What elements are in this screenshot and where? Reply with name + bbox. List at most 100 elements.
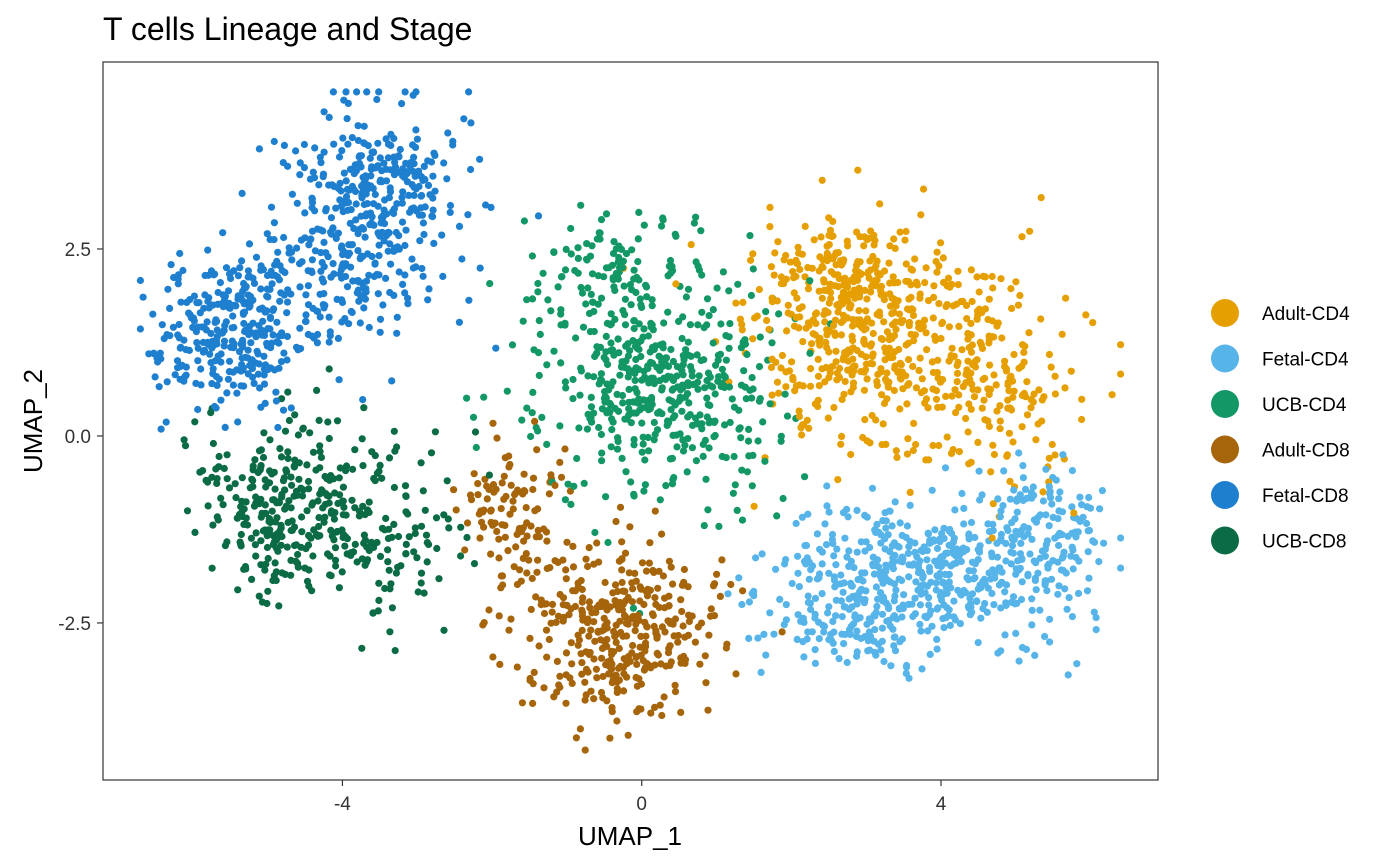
data-point — [569, 375, 577, 384]
data-point — [561, 496, 570, 504]
data-point — [768, 391, 776, 399]
data-point — [878, 624, 887, 632]
data-point — [263, 285, 271, 293]
data-point — [569, 587, 577, 595]
data-point — [578, 585, 586, 594]
data-point — [626, 523, 634, 531]
data-point — [410, 153, 418, 161]
data-point — [794, 260, 802, 268]
data-point — [1073, 660, 1081, 668]
data-point — [576, 725, 585, 733]
data-point — [625, 385, 633, 393]
data-point — [201, 291, 209, 299]
data-point — [911, 594, 919, 602]
data-point — [754, 634, 762, 642]
data-point — [637, 301, 645, 309]
data-point — [786, 258, 794, 266]
data-point — [1070, 509, 1078, 517]
data-point — [469, 413, 478, 421]
data-point — [1007, 598, 1016, 606]
data-point — [681, 441, 689, 449]
data-point — [919, 185, 928, 193]
data-point — [164, 285, 172, 293]
data-point — [857, 538, 865, 546]
data-point — [886, 578, 894, 586]
data-point — [795, 412, 804, 421]
data-point — [1085, 574, 1093, 582]
data-point — [262, 509, 270, 517]
data-point — [914, 560, 923, 568]
data-point — [738, 516, 747, 524]
legend-label: UCB-CD8 — [1262, 532, 1346, 553]
data-point — [607, 443, 615, 451]
data-point — [619, 399, 627, 407]
data-point — [266, 313, 274, 321]
data-point — [455, 222, 464, 230]
data-point — [794, 569, 802, 577]
data-point — [430, 239, 438, 247]
data-point — [584, 372, 592, 380]
legend-label: Fetal-CD4 — [1262, 350, 1349, 371]
data-point — [385, 566, 393, 574]
data-point — [358, 182, 366, 190]
data-point — [1078, 501, 1086, 509]
data-point — [300, 164, 308, 172]
data-point — [256, 384, 264, 392]
data-point — [1012, 527, 1020, 536]
data-point — [835, 303, 843, 311]
data-point — [280, 349, 288, 357]
data-point — [578, 612, 587, 620]
data-point — [262, 307, 271, 315]
data-point — [864, 647, 872, 655]
data-point — [1063, 605, 1071, 613]
data-point — [785, 367, 794, 375]
data-point — [398, 193, 406, 201]
data-point — [955, 551, 964, 559]
data-point — [472, 443, 480, 452]
data-point — [721, 421, 729, 429]
data-point — [192, 379, 200, 387]
data-point — [355, 225, 363, 234]
data-point — [792, 519, 800, 528]
data-point — [528, 252, 537, 260]
data-point — [392, 569, 400, 577]
data-point — [989, 500, 997, 508]
data-point — [411, 529, 419, 538]
data-point — [513, 486, 522, 494]
data-point — [384, 247, 392, 255]
data-point — [933, 635, 941, 644]
data-point — [691, 638, 700, 646]
data-point — [991, 569, 999, 578]
data-point — [601, 603, 609, 611]
data-point — [623, 632, 631, 640]
data-point — [934, 403, 942, 411]
data-point — [247, 339, 255, 347]
data-point — [653, 426, 662, 434]
data-point — [835, 275, 843, 283]
data-point — [237, 503, 245, 511]
data-point — [299, 424, 307, 432]
data-point — [512, 543, 520, 551]
data-point — [955, 448, 964, 456]
data-point — [983, 608, 991, 616]
data-point — [602, 332, 610, 340]
data-point — [943, 433, 951, 441]
data-point — [725, 383, 734, 391]
data-point — [1038, 396, 1046, 404]
data-point — [912, 384, 921, 392]
data-point — [263, 543, 271, 552]
data-point — [345, 320, 353, 328]
data-point — [897, 317, 905, 325]
data-point — [327, 214, 335, 222]
data-point — [693, 351, 701, 359]
data-point — [341, 315, 349, 323]
data-point — [871, 236, 879, 244]
data-point — [493, 434, 501, 442]
data-point — [327, 273, 335, 281]
data-point — [678, 367, 686, 375]
data-point — [597, 294, 606, 302]
data-point — [303, 507, 311, 515]
data-point — [897, 375, 905, 383]
data-point — [173, 357, 182, 365]
data-point — [346, 219, 354, 227]
